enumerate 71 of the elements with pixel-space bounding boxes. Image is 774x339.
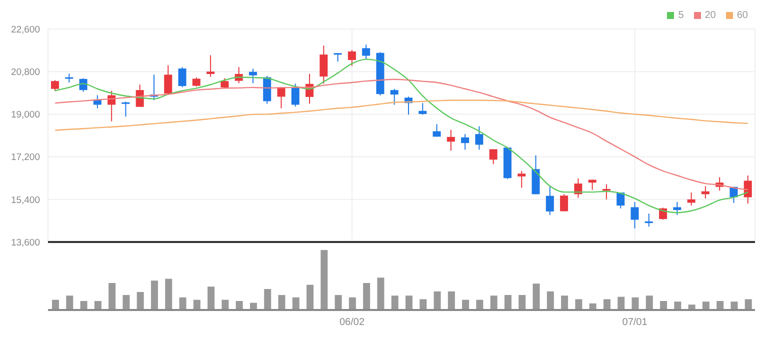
bar — [320, 250, 328, 310]
bar — [532, 284, 540, 310]
bar — [420, 299, 427, 310]
candlestick — [630, 202, 639, 230]
bar — [632, 297, 639, 310]
legend-label: 5 — [678, 10, 684, 21]
candlestick — [602, 184, 610, 200]
bar — [603, 299, 610, 310]
y-tick-label: 17,200 — [10, 152, 40, 164]
candlestick — [320, 45, 328, 84]
candlestick — [687, 192, 696, 206]
bar — [377, 278, 384, 310]
bar — [122, 295, 130, 310]
legend-label: 20 — [704, 10, 716, 21]
candlestick — [390, 88, 398, 106]
candlestick — [164, 64, 172, 96]
candlestick — [348, 50, 356, 66]
candlestick — [461, 134, 470, 150]
candlestick — [248, 68, 257, 84]
bar — [618, 296, 625, 310]
legend-label: 60 — [736, 10, 748, 21]
bar — [518, 295, 526, 310]
bar — [561, 296, 568, 310]
candlestick — [432, 124, 441, 138]
bar — [66, 296, 74, 310]
y-tick-label: 19,000 — [10, 110, 40, 121]
bar — [278, 295, 286, 310]
bar — [334, 295, 342, 310]
y-tick-label: 20,800 — [10, 66, 40, 78]
bar — [434, 291, 441, 310]
bar — [448, 291, 455, 310]
bar — [136, 292, 144, 310]
candlestick — [560, 194, 568, 212]
candlestick — [51, 80, 59, 92]
bar — [363, 283, 370, 310]
candlestick — [518, 170, 526, 188]
candlestick — [178, 66, 186, 88]
candlestick — [206, 54, 215, 78]
bar — [264, 289, 272, 310]
bar — [150, 280, 158, 310]
bar — [575, 299, 582, 310]
candlestick — [362, 44, 370, 60]
candlestick — [489, 148, 498, 165]
bar — [546, 291, 554, 310]
bar — [292, 297, 300, 310]
candlestick — [475, 126, 484, 150]
candlestick — [446, 129, 455, 152]
candlestick — [122, 101, 130, 118]
candlestick — [744, 174, 752, 204]
bar — [348, 297, 356, 310]
candlestick — [673, 202, 682, 216]
bar — [108, 283, 116, 310]
bar — [165, 278, 172, 310]
bar — [744, 299, 752, 310]
x-tick-label: 07/01 — [622, 317, 648, 328]
y-tick-label: 13,600 — [10, 237, 40, 248]
candlestick — [644, 213, 653, 228]
candlestick — [418, 102, 427, 116]
bar — [490, 296, 498, 310]
bar — [646, 296, 653, 310]
bar — [504, 295, 512, 310]
bar — [306, 284, 314, 310]
candlestick — [291, 83, 300, 108]
bar — [391, 296, 398, 310]
y-tick-label: 15,400 — [10, 194, 40, 206]
bar — [179, 297, 186, 310]
bar — [406, 296, 412, 310]
x-tick-label: 06/02 — [339, 317, 365, 328]
bar — [208, 286, 215, 310]
y-tick-label: 22,600 — [10, 24, 40, 36]
candlestick — [546, 186, 554, 216]
